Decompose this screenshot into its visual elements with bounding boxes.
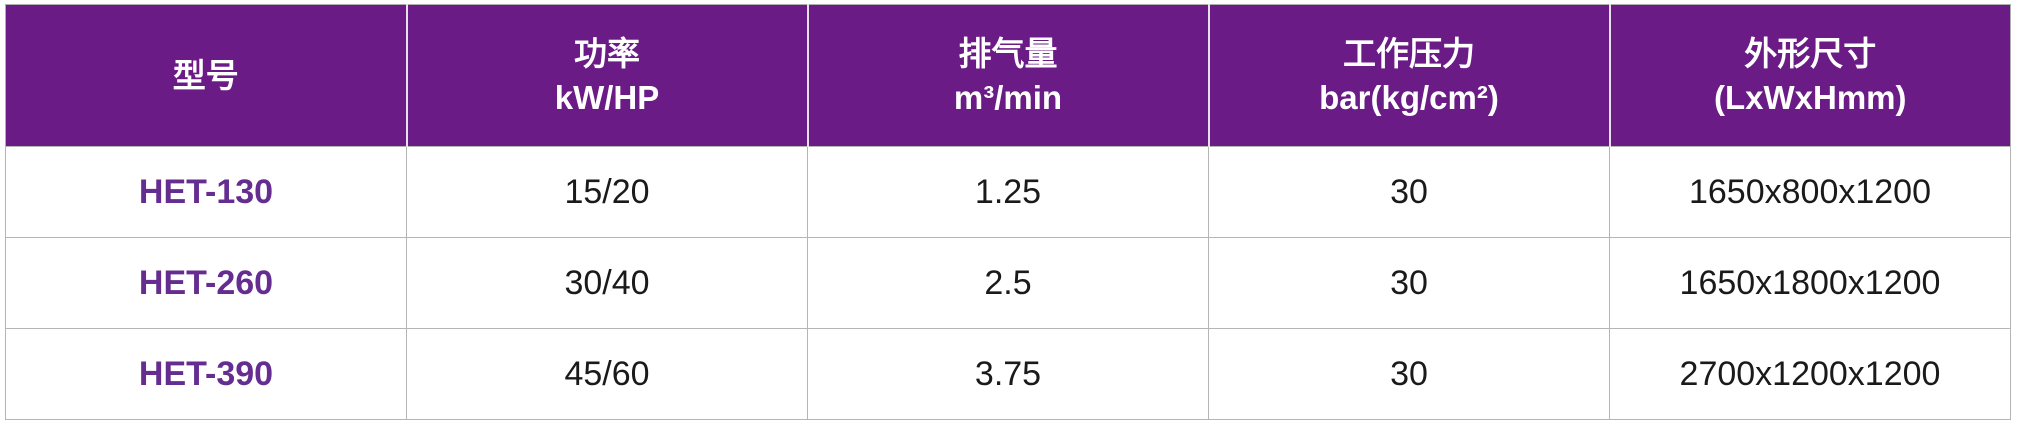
header-unit: bar(kg/cm²): [1319, 78, 1499, 116]
cell-model: HET-390: [5, 328, 407, 420]
cell-model: HET-260: [5, 237, 407, 329]
cell-dimensions: 1650x800x1200: [1609, 146, 2011, 238]
column-header-dimensions: 外形尺寸 (LxWxHmm): [1608, 4, 2011, 147]
cell-model: HET-130: [5, 146, 407, 238]
table-row: HET-260 30/40 2.5 30 1650x1800x1200: [5, 237, 2011, 329]
header-label: 排气量: [958, 34, 1058, 72]
header-unit: kW/HP: [554, 78, 660, 116]
cell-pressure: 30: [1208, 328, 1610, 420]
cell-displacement: 1.25: [807, 146, 1209, 238]
cell-displacement: 2.5: [807, 237, 1209, 329]
cell-dimensions: 2700x1200x1200: [1609, 328, 2011, 420]
cell-power: 45/60: [406, 328, 808, 420]
column-header-power: 功率 kW/HP: [405, 4, 808, 147]
table-body: HET-130 15/20 1.25 30 1650x800x1200 HET-…: [5, 146, 2011, 420]
product-spec-table: 型号 功率 kW/HP 排气量 m³/min 工作压力 bar(kg/cm²) …: [5, 4, 2011, 420]
column-header-model: 型号: [5, 4, 407, 147]
table-row: HET-390 45/60 3.75 30 2700x1200x1200: [5, 328, 2011, 420]
cell-power: 15/20: [406, 146, 808, 238]
cell-power: 30/40: [406, 237, 808, 329]
column-header-displacement: 排气量 m³/min: [806, 4, 1209, 147]
header-row: 型号 功率 kW/HP 排气量 m³/min 工作压力 bar(kg/cm²) …: [5, 4, 2011, 147]
cell-pressure: 30: [1208, 237, 1610, 329]
cell-dimensions: 1650x1800x1200: [1609, 237, 2011, 329]
column-header-working-pressure: 工作压力 bar(kg/cm²): [1207, 4, 1610, 147]
header-label: 型号: [172, 56, 239, 94]
table-header: 型号 功率 kW/HP 排气量 m³/min 工作压力 bar(kg/cm²) …: [5, 4, 2011, 147]
header-label: 工作压力: [1343, 34, 1475, 72]
header-unit: (LxWxHmm): [1713, 78, 1907, 116]
table-row: HET-130 15/20 1.25 30 1650x800x1200: [5, 146, 2011, 238]
header-label: 功率: [574, 34, 640, 72]
header-unit: m³/min: [953, 78, 1063, 116]
cell-pressure: 30: [1208, 146, 1610, 238]
header-label: 外形尺寸: [1744, 34, 1877, 72]
cell-displacement: 3.75: [807, 328, 1209, 420]
